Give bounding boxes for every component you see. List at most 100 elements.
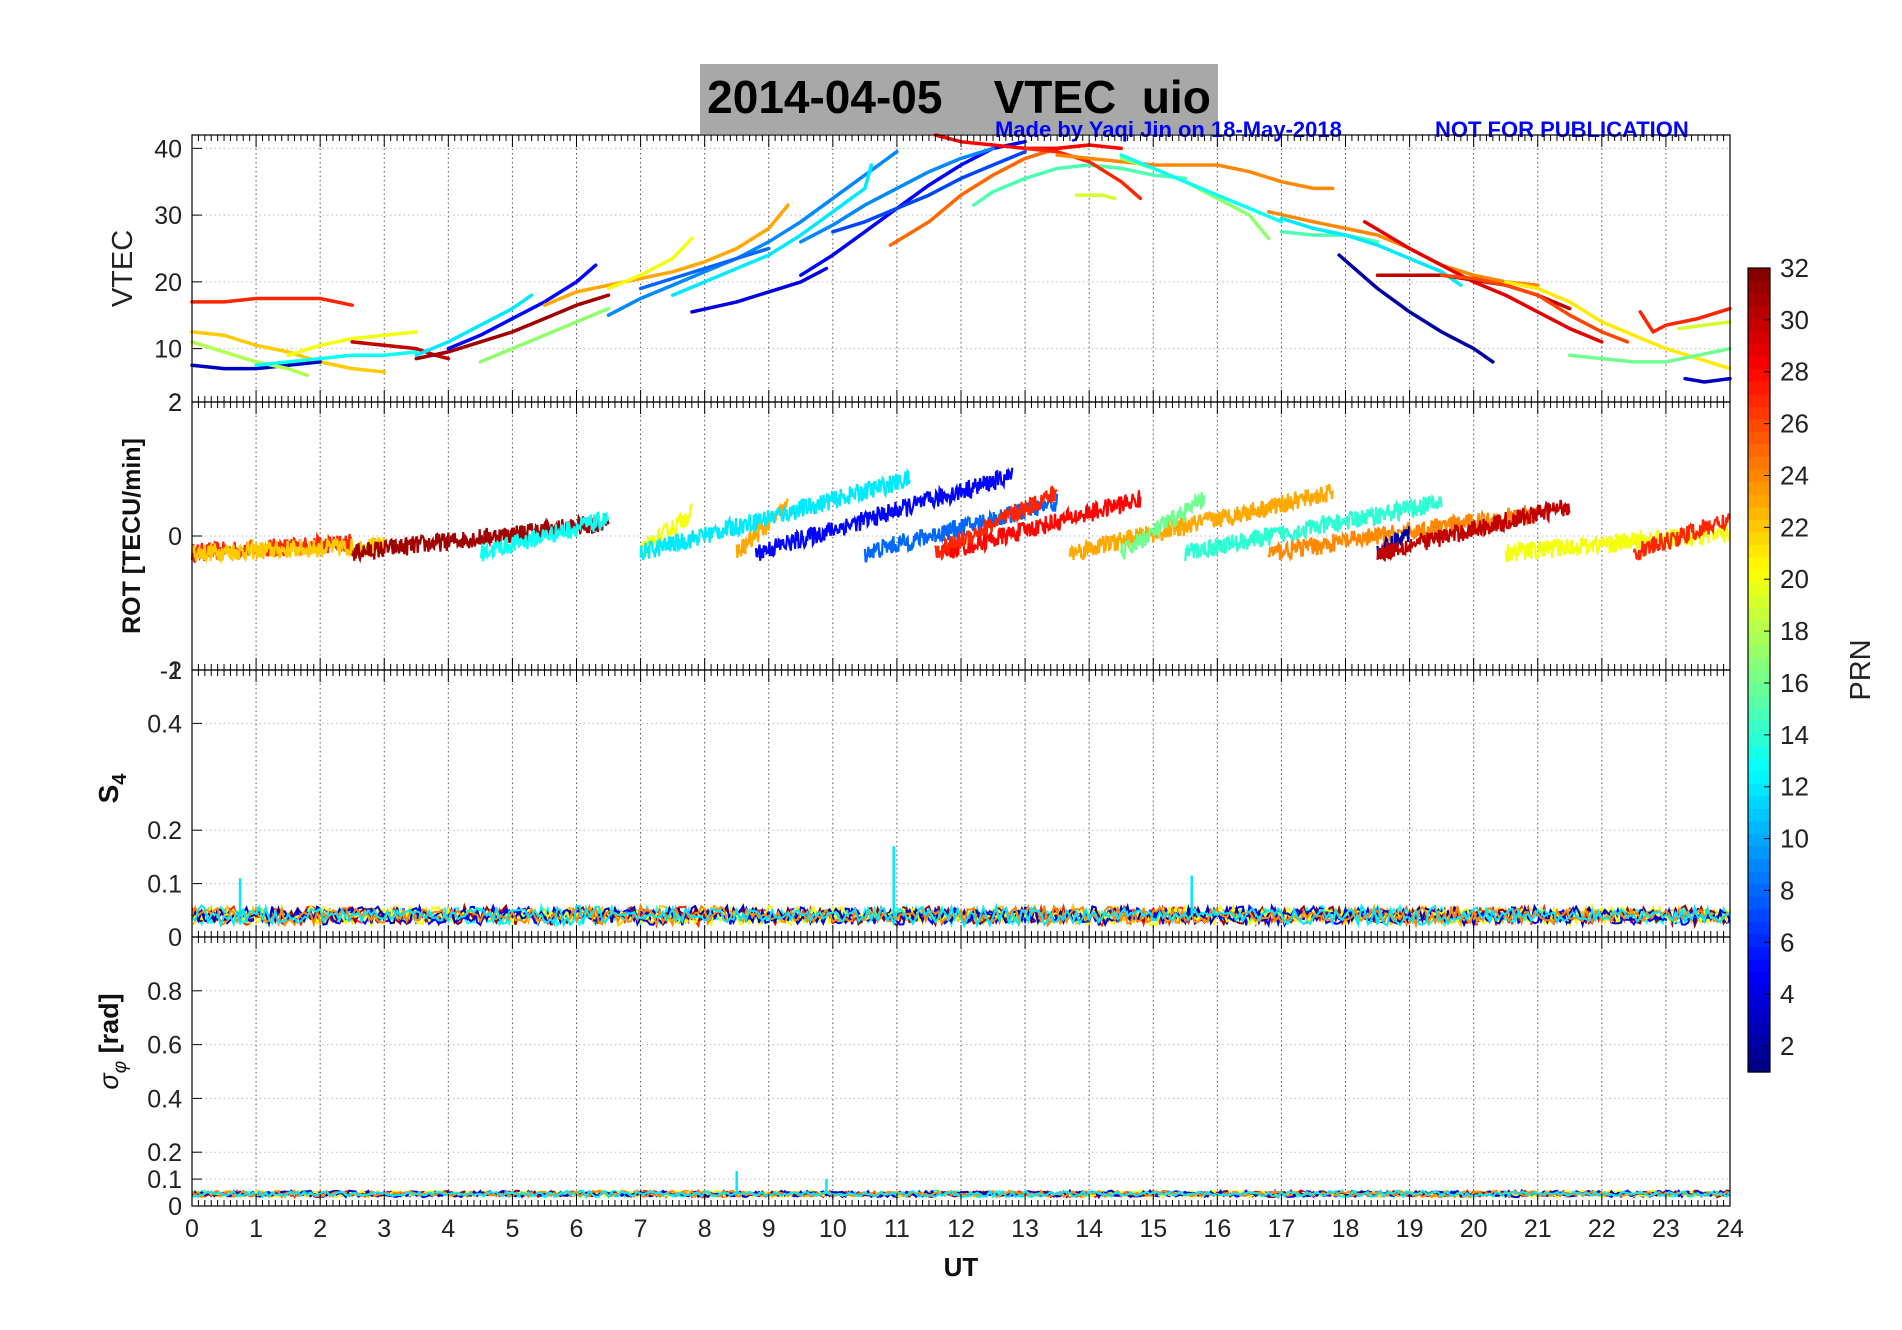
vtec-track-prn-28 bbox=[933, 133, 1123, 151]
colorbar-swatch bbox=[1748, 443, 1770, 458]
y-axis-label: VTEC bbox=[107, 230, 139, 307]
vtec-track-prn-9 bbox=[606, 149, 899, 317]
x-tick-label: 3 bbox=[377, 1215, 391, 1243]
rot-track-prn-22 bbox=[190, 537, 386, 564]
y-axis-label: ROT [TECU/min] bbox=[118, 438, 146, 634]
rot-track-prn-28 bbox=[940, 490, 1142, 559]
x-tick-label: 23 bbox=[1652, 1215, 1680, 1243]
x-tick-label: 5 bbox=[505, 1215, 519, 1243]
vtec-track-prn-12 bbox=[414, 293, 534, 358]
y-tick-label: 0.2 bbox=[147, 817, 182, 845]
x-tick-label: 8 bbox=[698, 1215, 712, 1243]
series-group bbox=[191, 846, 1731, 930]
y-tick-label: 40 bbox=[154, 135, 182, 163]
vtec-track-prn-5 bbox=[446, 263, 598, 351]
colorbar-tick-label: 20 bbox=[1780, 564, 1809, 594]
vtec-track-prn-29 bbox=[1362, 220, 1604, 344]
y-tick-label: 0.1 bbox=[147, 871, 182, 899]
colorbar-swatch bbox=[1748, 707, 1770, 721]
colorbar-swatch bbox=[1748, 531, 1770, 545]
vtec-track-prn-16 bbox=[1568, 346, 1732, 364]
vtec-track-prn-4 bbox=[690, 266, 829, 314]
y-tick-label: 0.4 bbox=[147, 710, 182, 738]
x-tick-label: 12 bbox=[947, 1215, 975, 1243]
colorbar-label: PRN bbox=[1845, 639, 1877, 700]
vtec-track-prn-3 bbox=[1683, 376, 1732, 384]
y-tick-label: 0.4 bbox=[147, 1085, 182, 1113]
colorbar-tick-label: 10 bbox=[1780, 824, 1809, 854]
colorbar-swatch bbox=[1748, 280, 1770, 294]
x-tick-label: 2 bbox=[313, 1215, 327, 1243]
colorbar-swatch bbox=[1748, 293, 1770, 307]
colorbar-swatch bbox=[1748, 481, 1770, 495]
rot-track-prn-27 bbox=[1632, 513, 1731, 562]
x-tick-label: 21 bbox=[1524, 1215, 1552, 1243]
colorbar-swatch bbox=[1748, 783, 1770, 797]
colorbar-swatch bbox=[1748, 958, 1770, 973]
x-tick-label: 17 bbox=[1268, 1215, 1296, 1243]
vtec-track-prn-12 bbox=[670, 163, 874, 297]
vtec-track-prn-2 bbox=[1337, 253, 1495, 364]
vtec-track-prn-22 bbox=[190, 330, 387, 374]
series-group bbox=[191, 1171, 1731, 1200]
rot-track-prn-24 bbox=[1267, 505, 1539, 563]
vtec-track-prn-9 bbox=[799, 146, 995, 244]
vtec-track-prn-30 bbox=[350, 340, 451, 361]
vtec-track-prn-7 bbox=[831, 149, 1027, 234]
y-tick-label-top: 1 bbox=[168, 657, 182, 685]
colorbar-swatch bbox=[1748, 908, 1770, 922]
colorbar-tick-label: 24 bbox=[1780, 460, 1809, 490]
vtec-track-prn-3 bbox=[190, 360, 322, 371]
panel-s4: 0.1 0.2 0.4 0 1 S4 bbox=[93, 657, 1731, 952]
x-tick-label: 22 bbox=[1588, 1215, 1616, 1243]
colorbar-swatch bbox=[1748, 368, 1770, 382]
y-axis-label: S4 bbox=[93, 773, 131, 804]
colorbar-swatch bbox=[1748, 757, 1770, 772]
colorbar-swatch bbox=[1748, 393, 1770, 407]
rot-track-prn-27 bbox=[934, 484, 1058, 562]
vtec-track-prn-27 bbox=[190, 296, 354, 307]
y-tick-label-bottom: 0 bbox=[168, 924, 182, 952]
colorbar-tick-label: 8 bbox=[1780, 875, 1794, 905]
colorbar-swatch bbox=[1748, 933, 1770, 947]
y-tick-label: 30 bbox=[154, 202, 182, 230]
colorbar-tick-label: 18 bbox=[1780, 616, 1809, 646]
rot-track-prn-23 bbox=[735, 497, 789, 559]
x-tick-label: 15 bbox=[1139, 1215, 1167, 1243]
colorbar-swatch bbox=[1748, 582, 1770, 596]
vtec-track-prn-20 bbox=[606, 236, 694, 291]
colorbar-swatch bbox=[1748, 808, 1770, 822]
x-tick-label: 6 bbox=[570, 1215, 584, 1243]
colorbar-tick-label: 4 bbox=[1780, 979, 1794, 1009]
colorbar-swatch bbox=[1748, 1059, 1770, 1073]
colorbar-swatch bbox=[1748, 644, 1770, 659]
rot-track-prn-12 bbox=[639, 467, 911, 561]
colorbar-swatch bbox=[1748, 305, 1770, 319]
x-tick-label: 10 bbox=[819, 1215, 847, 1243]
y-tick-label-bottom: -2 bbox=[160, 657, 182, 685]
rot-track-prn-5 bbox=[754, 467, 1014, 561]
figure-title: 2014-04-05 VTEC uio bbox=[700, 70, 1218, 124]
y-tick-label-bottom: 2 bbox=[168, 389, 182, 417]
x-axis-label: UT bbox=[944, 1252, 979, 1282]
colorbar-swatch bbox=[1748, 858, 1770, 872]
colorbar-tick-label: 26 bbox=[1780, 409, 1809, 439]
rot-track-prn-14 bbox=[1184, 493, 1443, 562]
colorbar-tick-label: 30 bbox=[1780, 305, 1809, 335]
x-tick-label: 1 bbox=[249, 1215, 263, 1243]
y-tick-label: 0.1 bbox=[147, 1166, 182, 1194]
axes-box bbox=[191, 669, 1731, 938]
x-tick-label: 24 bbox=[1716, 1215, 1744, 1243]
vtec-track-prn-27 bbox=[1638, 306, 1732, 334]
rot-track-prn-20 bbox=[639, 503, 693, 557]
colorbar-swatch bbox=[1748, 820, 1770, 834]
colorbar-swatch bbox=[1748, 343, 1770, 357]
colorbar-swatch bbox=[1748, 544, 1770, 558]
y-tick-label: 0 bbox=[168, 1193, 182, 1221]
x-tick-label: 4 bbox=[441, 1215, 455, 1243]
x-tick-label: 19 bbox=[1396, 1215, 1424, 1243]
colorbar-swatch bbox=[1748, 657, 1770, 671]
colorbar-swatch bbox=[1748, 770, 1770, 784]
colorbar-swatch bbox=[1748, 418, 1770, 432]
